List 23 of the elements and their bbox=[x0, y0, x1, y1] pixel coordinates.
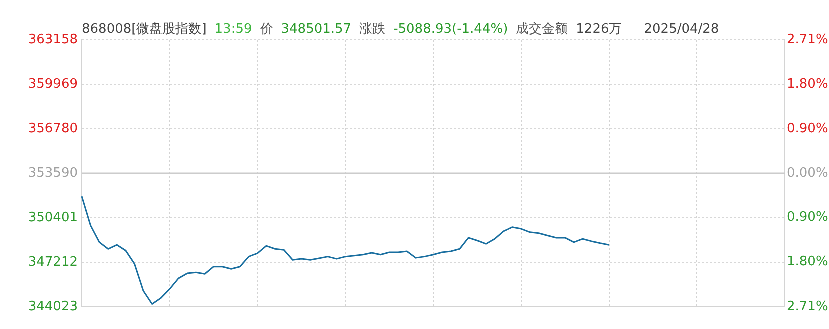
text: 348501.57 bbox=[281, 22, 352, 37]
y2-tick-label: 0.90% bbox=[787, 122, 828, 137]
y-tick-label: 344023 bbox=[28, 299, 78, 314]
y-tick-label: 359969 bbox=[28, 76, 78, 92]
y-tick-label: 353590 bbox=[28, 166, 78, 181]
y-tick-label: 363158 bbox=[28, 32, 78, 48]
chart-title: 868008[微盘股指数] bbox=[82, 22, 207, 37]
text: 涨跌 bbox=[360, 22, 386, 37]
y2-tick-label: 1.80% bbox=[787, 77, 828, 92]
text: 1226万 bbox=[576, 22, 622, 37]
y2-tick-label: 0.00% bbox=[787, 166, 828, 181]
text: 13:59 bbox=[214, 22, 252, 37]
y-tick-label: 347212 bbox=[28, 254, 78, 270]
y2-tick-label: 1.80% bbox=[787, 254, 828, 270]
y2-tick-label: 2.71% bbox=[787, 299, 828, 314]
y2-tick-label: 2.71% bbox=[787, 32, 828, 48]
text: 2025/04/28 bbox=[644, 22, 720, 37]
y-tick-label: 350401 bbox=[28, 210, 78, 226]
y-tick-label: 356780 bbox=[28, 121, 78, 136]
text: -5088.93(-1.44%) bbox=[394, 22, 508, 37]
y2-tick-label: 0.90% bbox=[787, 210, 828, 226]
text: 价 bbox=[260, 22, 274, 37]
text: 成交金额 bbox=[516, 22, 568, 37]
